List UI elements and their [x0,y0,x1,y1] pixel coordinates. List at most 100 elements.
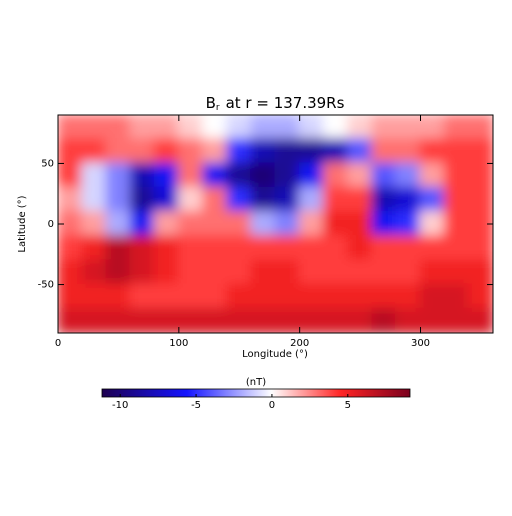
cell [371,138,398,165]
cell [58,138,84,165]
colorbar [101,388,411,398]
cell [419,138,446,165]
cell [177,283,204,310]
cell [298,162,325,189]
cell [177,115,204,141]
cell [298,138,325,165]
cell [250,186,277,213]
chart-title: Br at r = 137.39Rs [206,94,345,113]
cell [467,162,493,189]
cell [153,235,180,262]
cell [322,283,349,310]
cell [202,283,229,310]
cell [443,138,470,165]
cell [347,115,374,141]
cell [153,138,180,165]
cell [153,162,180,189]
cell [274,307,301,333]
cell [274,138,301,165]
cell [105,307,132,333]
cell [58,283,84,310]
cell [202,115,229,141]
cell [250,259,277,286]
cell [274,283,301,310]
cell [371,235,398,262]
cell [226,259,253,286]
title-subscript: r [216,103,220,113]
cell [81,235,108,262]
cell [467,138,493,165]
cell [129,162,156,189]
colorbar-tick-label: -5 [191,400,201,411]
cell [443,115,470,141]
cell [371,186,398,213]
cell [105,259,132,286]
title-rest: at r = 137.39Rs [226,94,345,112]
cell [58,307,84,333]
cell [371,162,398,189]
cell [395,235,422,262]
cell [177,235,204,262]
cells [58,115,493,333]
cell [274,210,301,238]
cell [202,210,229,238]
cell [467,259,493,286]
cell [274,259,301,286]
title-main: B [206,94,216,112]
cell [298,210,325,238]
cell [81,210,108,238]
cell [250,210,277,238]
cell [226,115,253,141]
cell [177,138,204,165]
cell [129,138,156,165]
cell [177,186,204,213]
y-axis-label: Latitude (°) [17,195,28,252]
cell [202,186,229,213]
x-tick-label: 0 [55,338,61,349]
cell [177,259,204,286]
cell [226,162,253,189]
cell [274,186,301,213]
cell [202,162,229,189]
cell [105,115,132,141]
cell [58,235,84,262]
cell [58,259,84,286]
cell [467,283,493,310]
cell [129,259,156,286]
cell [298,307,325,333]
cell [443,210,470,238]
cell [419,115,446,141]
cell [443,162,470,189]
cell [105,162,132,189]
cell [347,138,374,165]
cell [81,307,108,333]
cell [274,162,301,189]
cell [250,235,277,262]
cell [298,259,325,286]
cell [443,259,470,286]
cell [81,115,108,141]
cell [467,186,493,213]
cell [322,115,349,141]
cell [395,162,422,189]
cell [129,235,156,262]
cell [105,186,132,213]
cell [274,115,301,141]
cell [129,307,156,333]
cell [371,283,398,310]
cell [322,138,349,165]
cell [177,307,204,333]
x-tick-label: 200 [290,338,309,349]
cell [129,210,156,238]
cell [298,235,325,262]
cell [81,186,108,213]
cell [250,138,277,165]
cell [419,186,446,213]
x-tick-label: 300 [411,338,430,349]
y-tick-label: 50 [41,158,54,169]
cell [419,259,446,286]
cell [58,186,84,213]
cell [395,186,422,213]
cell [153,210,180,238]
